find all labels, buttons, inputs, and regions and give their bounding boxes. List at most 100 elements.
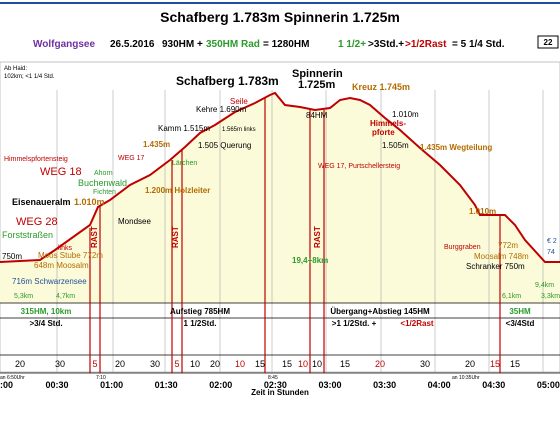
note: Ab Haid:	[4, 66, 27, 72]
subtitle: 350HM Rad	[206, 39, 260, 50]
time-label: 03:00	[318, 380, 341, 390]
minute-label: 5	[174, 359, 179, 369]
annotation: Kreuz 1.745m	[352, 82, 410, 92]
annotation: RAST	[171, 226, 180, 248]
time-label: 02:00	[209, 380, 232, 390]
annotation: 1.565m links	[222, 127, 256, 133]
subtitle: 26.5.2016	[110, 39, 155, 50]
annotation: 772m	[498, 241, 518, 250]
band-label: 35HM	[509, 307, 531, 316]
time-label: 03:30	[373, 380, 396, 390]
annotation: 9,4km	[535, 282, 554, 289]
annotation: Lärchen	[172, 160, 197, 167]
annotation: Kehre 1.690m	[196, 105, 247, 114]
minute-label: 30	[55, 359, 65, 369]
annotation: WEG 18	[40, 166, 82, 178]
band-separators	[89, 98, 501, 373]
annotation: pforte	[372, 128, 395, 137]
annotation: 1.505 Querung	[198, 141, 251, 150]
band-label: 315HM, 10km	[21, 307, 72, 316]
band-label: >1 1/2Std. +	[332, 319, 377, 328]
band-label: >3/4 Std.	[29, 319, 62, 328]
time-note: an 10:35Uhr	[452, 375, 480, 381]
annotation: 716m Schwarzensee	[12, 277, 87, 286]
annotation: Fichten	[93, 189, 116, 196]
plot-frame	[0, 61, 560, 373]
subtitle: Wolfgangsee	[33, 39, 95, 50]
annotation: 1.200m Holzleiter	[145, 186, 210, 195]
minute-label: 15	[490, 359, 500, 369]
annotation: Burggraben	[444, 244, 481, 251]
annotation: 19,4+8km	[292, 256, 328, 265]
annotation: WEG 28	[16, 216, 58, 228]
annotation: Himmelspfortensteig	[4, 156, 68, 163]
annotation: 4,7km	[56, 293, 75, 300]
band-label: Übergang+Abstieg 145HM	[330, 307, 430, 316]
subtitle: 930HM +	[162, 39, 203, 50]
annotation: € 2	[547, 238, 557, 245]
time-grid	[56, 90, 544, 372]
annotation: 750m	[2, 252, 22, 261]
annotation: WEG 17, Purtschellersteig	[318, 163, 400, 170]
time-label: 04:30	[482, 380, 505, 390]
annotation: 74	[547, 249, 555, 256]
note: 102km; <1 1/4 Std.	[4, 74, 55, 80]
minute-label: 10	[190, 359, 200, 369]
minute-label: 20	[210, 359, 220, 369]
profile-line	[0, 91, 560, 263]
annotation: WEG 17	[118, 155, 145, 162]
profile-fill	[0, 93, 560, 303]
annotation: 1.725m	[298, 79, 336, 91]
axis-title: Zeit in Stunden	[251, 388, 309, 397]
annotation: 1.435m Wegteilung	[420, 143, 492, 152]
annotation: Forststraßen	[2, 230, 53, 240]
subtitle: >1/2Rast	[405, 39, 447, 50]
annotation: RAST	[313, 226, 322, 248]
time-label: 02:30	[264, 380, 287, 390]
minute-label: 15	[282, 359, 292, 369]
minute-label: 10	[298, 359, 308, 369]
time-label: 04:00	[428, 380, 451, 390]
time-note: 7:10	[96, 375, 106, 381]
subtitle: = 1280HM	[263, 39, 309, 50]
annotation: Kamm 1.515m	[158, 124, 210, 133]
band-lines	[0, 302, 560, 374]
annotation: Himmels-	[370, 119, 406, 128]
annotation: Moosalm 748m	[474, 252, 529, 261]
time-label: 01:00	[100, 380, 123, 390]
annotation: Seile	[230, 97, 248, 106]
minute-label: 20	[115, 359, 125, 369]
annotation: Eisenaueralm	[12, 197, 71, 207]
time-label: :00	[0, 380, 13, 390]
annotation: Schafberg 1.783m	[176, 74, 279, 88]
annotation: 1.010m	[469, 207, 496, 216]
annotation: 84HM	[306, 111, 328, 120]
time-label: 01:30	[155, 380, 178, 390]
annotation: Moos Stube 772m	[38, 251, 103, 260]
annotation: Mondsee	[118, 217, 151, 226]
minute-label: 20	[465, 359, 475, 369]
minute-label: 15	[510, 359, 520, 369]
annotation: 1.010m	[392, 110, 419, 119]
annotation: 3,3km	[541, 293, 560, 300]
subtitle: >3Std.+	[368, 39, 404, 50]
annotation: 648m Moosalm	[34, 261, 89, 270]
annotation: 1.505m	[382, 141, 409, 150]
minute-label: 15	[255, 359, 265, 369]
annotation: 1.435m	[143, 140, 170, 149]
time-note: an 6:50Uhr	[0, 375, 25, 381]
time-note: 8:45	[268, 375, 278, 381]
subtitle: 1 1/2+	[338, 39, 366, 50]
annotation: 6,1km	[502, 293, 521, 300]
band-label: 1 1/2Std.	[184, 319, 217, 328]
annotation: RAST	[90, 226, 99, 248]
annotation: Spinnerin	[292, 68, 343, 80]
annotation: Ahorn	[94, 170, 113, 177]
minute-label: 5	[92, 359, 97, 369]
title: Schafberg 1.783m Spinnerin 1.725m	[160, 9, 400, 25]
band-label: <3/4Std	[506, 319, 535, 328]
minute-label: 20	[15, 359, 25, 369]
minute-label: 10	[235, 359, 245, 369]
annotation: links	[58, 245, 73, 252]
